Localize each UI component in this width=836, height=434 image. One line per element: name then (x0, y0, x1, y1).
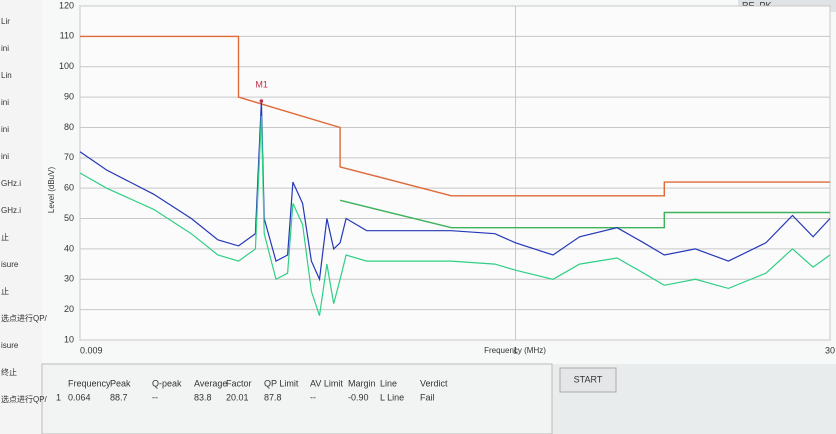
sidebar (0, 0, 42, 434)
table-cell: 0.064 (68, 392, 91, 402)
y-tick-label: 100 (59, 61, 74, 71)
table-cell: 88.7 (110, 392, 128, 402)
x-tick-label: 0.009 (80, 345, 103, 355)
table-cell: 83.8 (194, 392, 212, 402)
y-tick-label: 30 (64, 274, 74, 284)
y-axis-label: Level (dBuV) (47, 167, 56, 214)
table-cell: Fail (420, 392, 435, 402)
y-tick-label: 60 (64, 183, 74, 193)
table-cell: 1 (56, 392, 61, 402)
table-cell: -- (152, 392, 158, 402)
series-line (80, 35, 830, 197)
sidebar-item: ini (1, 125, 9, 134)
series-line (339, 199, 830, 229)
sidebar-item: GHz.i (1, 206, 21, 215)
sidebar-item: Lir (1, 17, 10, 26)
sidebar-item: 止 (1, 232, 9, 242)
sidebar-item: 终止 (1, 367, 17, 377)
sidebar-item: ini (1, 44, 9, 53)
y-tick-label: 70 (64, 152, 74, 162)
table-header: QP Limit (264, 378, 299, 388)
sidebar-item: Lin (1, 71, 12, 80)
x-axis-label: Frequency (MHz) (484, 346, 546, 355)
result-table (41, 363, 553, 434)
start-button[interactable] (559, 367, 617, 393)
y-tick-label: 80 (64, 122, 74, 132)
sidebar-item: 止 (1, 286, 9, 296)
series-line (79, 100, 831, 282)
y-tick-label: 20 (64, 304, 74, 314)
table-header: Average (194, 378, 227, 388)
y-tick-label: 50 (64, 213, 74, 223)
x-tick-label: 1 (513, 345, 518, 355)
sidebar-item: ini (1, 98, 9, 107)
sidebar-item: isure (1, 260, 19, 269)
table-cell: L Line (380, 392, 404, 402)
y-tick-label: 120 (59, 0, 74, 10)
table-header: Verdict (420, 378, 448, 388)
x-tick-label: 30 (825, 345, 835, 355)
table-cell: -0.90 (348, 392, 369, 402)
marker (259, 99, 264, 103)
table-header: AV Limit (310, 378, 343, 388)
table-cell: 20.01 (226, 392, 249, 402)
y-tick-label: 10 (64, 334, 74, 344)
table-cell: -- (310, 392, 316, 402)
series-line (79, 115, 831, 316)
table-header: Frequency (68, 378, 111, 388)
table-header: Factor (226, 378, 252, 388)
plot-area (79, 5, 831, 341)
y-tick-label: 110 (60, 31, 74, 41)
table-header: Q-peak (152, 378, 182, 388)
sidebar-item: ini (1, 152, 9, 161)
y-tick-label: 90 (64, 91, 74, 101)
sidebar-item: 选点进行QP/ (1, 313, 48, 323)
table-header: Peak (110, 378, 131, 388)
table-header: Line (380, 378, 397, 388)
start-label: START (574, 374, 603, 384)
sidebar-item: GHz.i (1, 179, 21, 188)
table-header: Margin (348, 378, 376, 388)
sidebar-item: 选点进行QP/ (1, 394, 48, 404)
table-cell: 87.8 (264, 392, 282, 402)
marker-label: M1 (255, 79, 268, 89)
tab-label: RE_PK (742, 0, 772, 10)
sidebar-item: isure (1, 341, 19, 350)
y-tick-label: 40 (64, 243, 74, 253)
